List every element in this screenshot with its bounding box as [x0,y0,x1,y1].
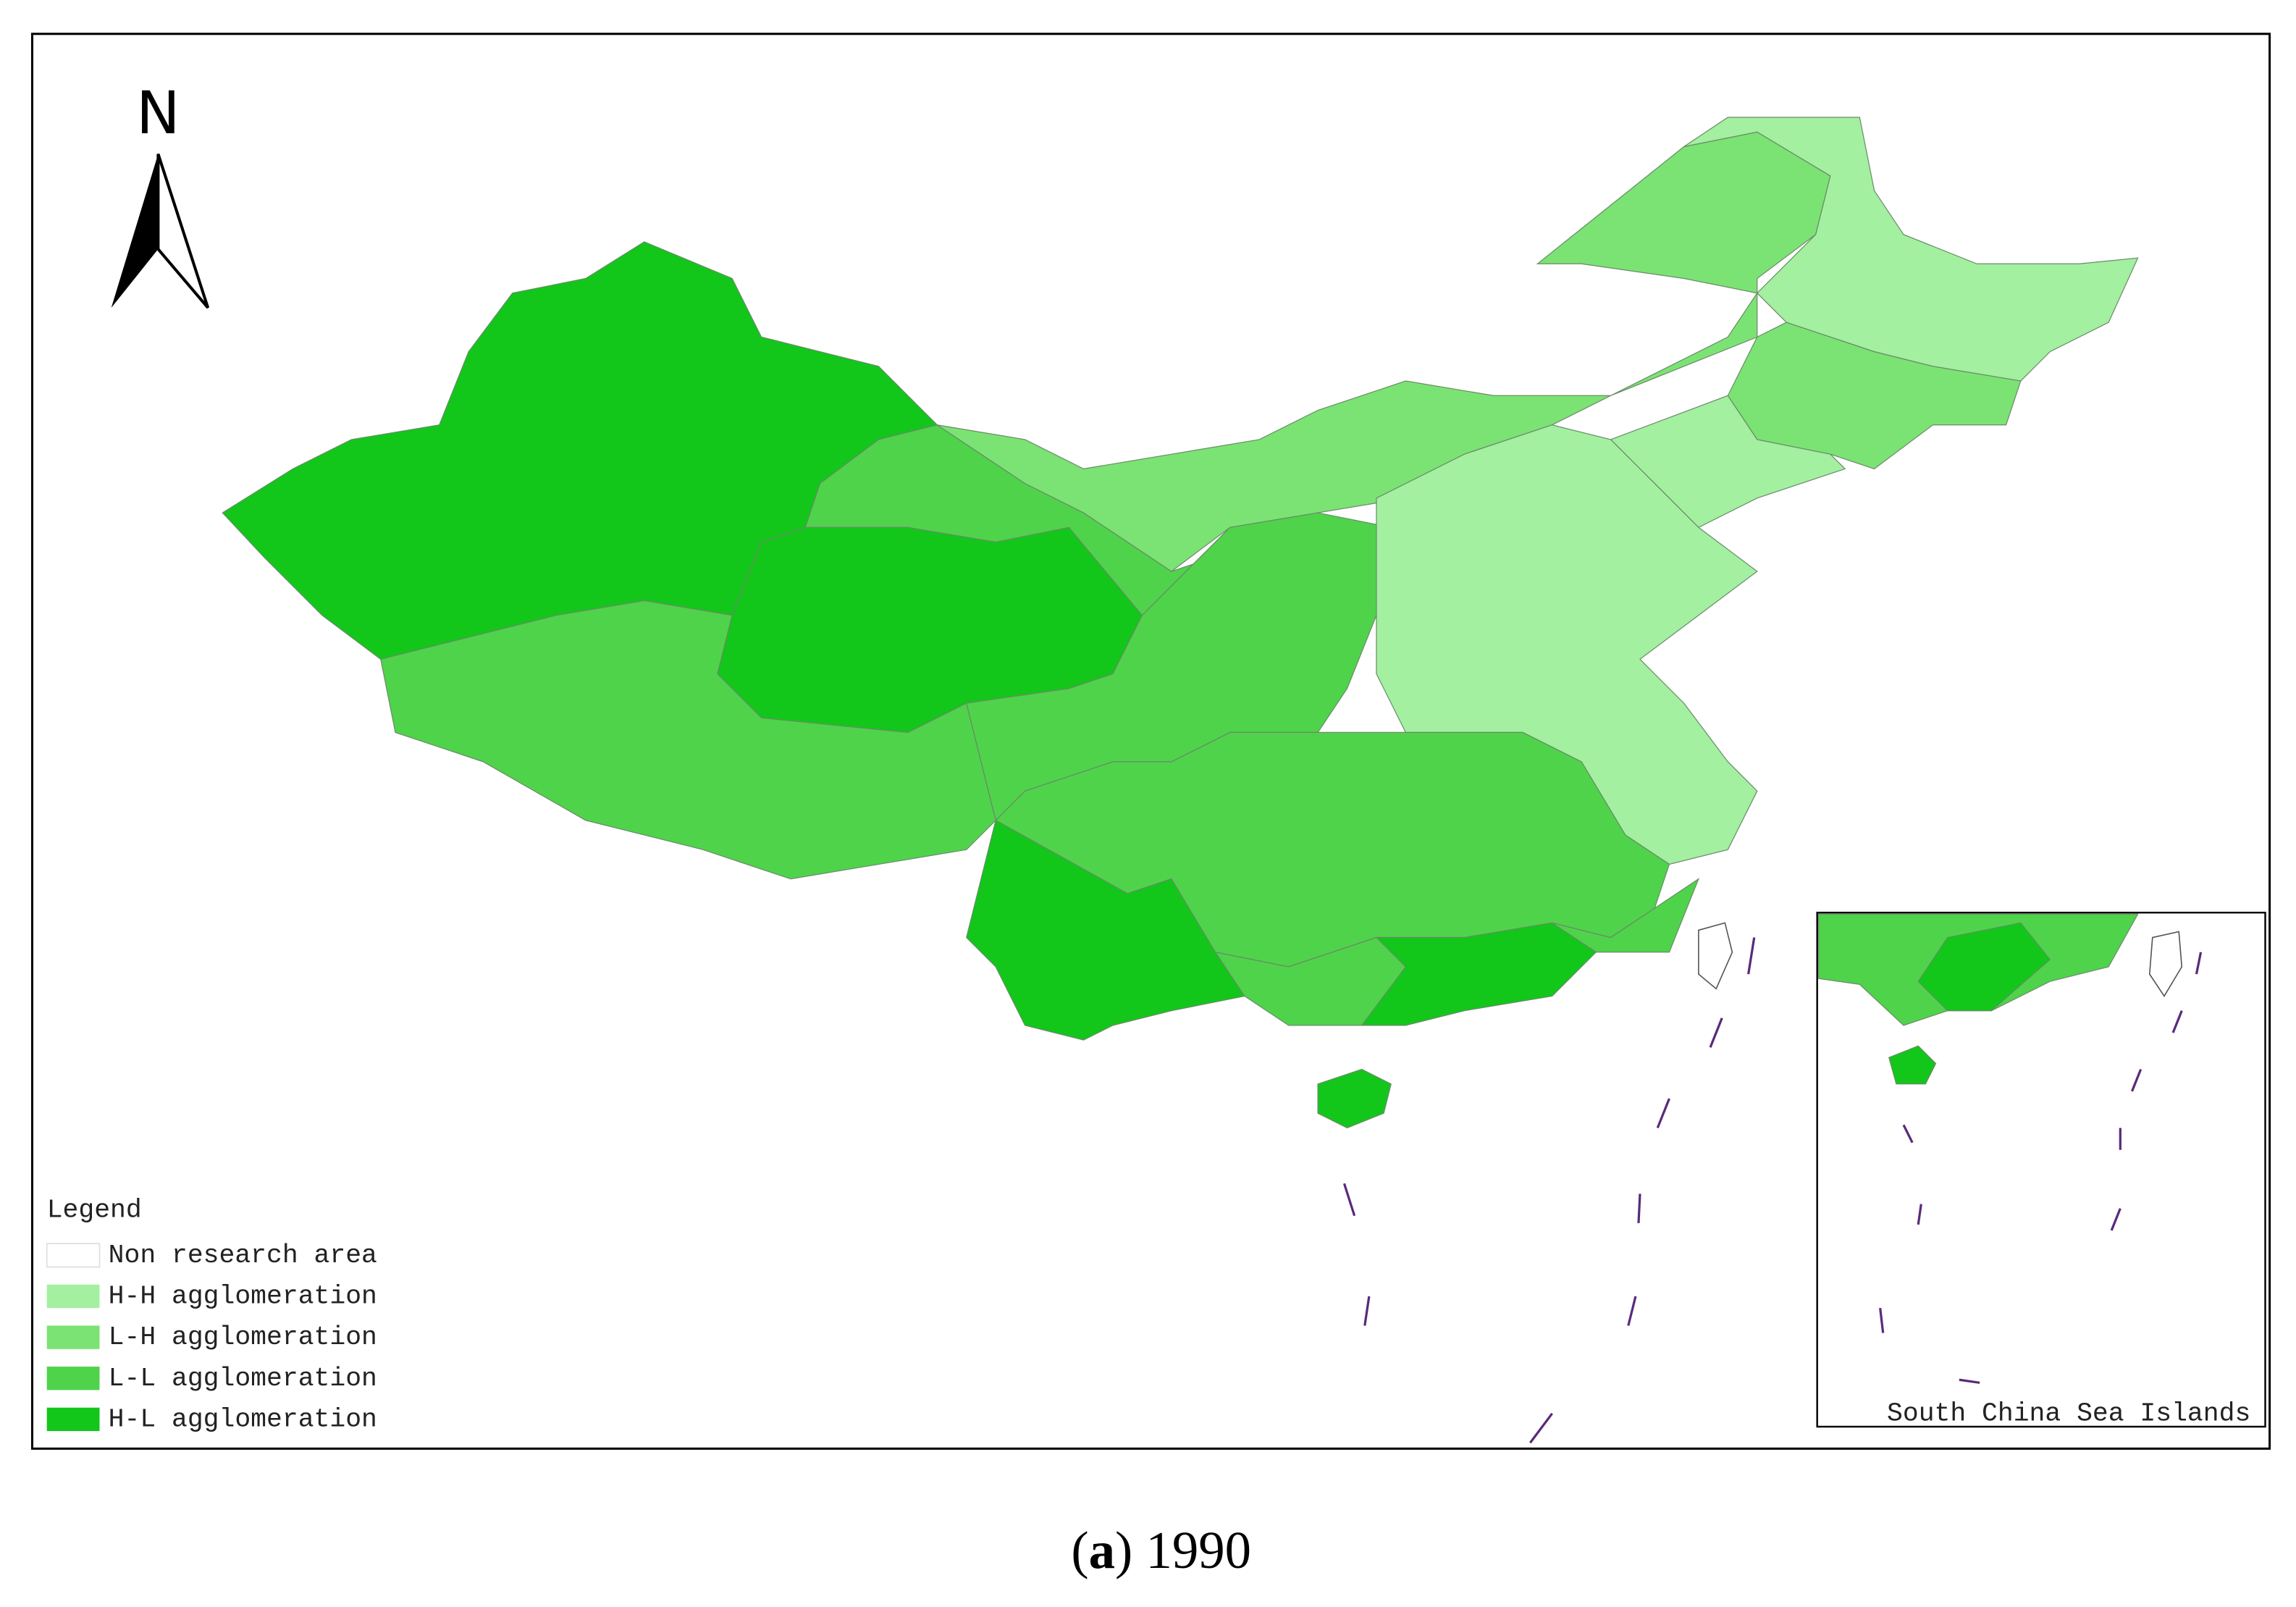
legend-label: L-H agglomeration [109,1322,377,1352]
legend-label: L-L agglomeration [109,1364,377,1393]
region [936,131,1831,572]
caption-rest: ) 1990 [1115,1521,1251,1579]
legend-label: H-H agglomeration [109,1282,377,1312]
regions [222,117,2139,1129]
region [966,819,1245,1041]
inset-region [1917,922,2051,1012]
region [1361,922,1597,1026]
boundary-dashes [1342,937,1756,1444]
legend-swatch [46,1367,100,1390]
legend: Legend Non research area H-H agglomeratio… [46,1195,377,1434]
legend-label: H-L agglomeration [109,1404,377,1434]
arrow-left [111,154,159,308]
arrow-right [156,153,210,309]
caption-open: ( [1071,1521,1088,1579]
legend-swatch [46,1284,100,1309]
inset-taiwan [2148,931,2183,997]
inset: South China Sea Islands [1816,911,2266,1428]
caption-letter: a [1089,1521,1115,1579]
north-arrow: N [111,80,210,309]
inset-label: South China Sea Islands [1887,1398,2250,1428]
legend-label: Non research area [109,1241,377,1270]
legend-swatch [46,1243,101,1268]
legend-swatch [46,1325,100,1349]
caption: (a) 1990 [1071,1521,1251,1579]
north-label: N [136,80,180,148]
legend-title: Legend [47,1195,142,1225]
inset-region [1888,1045,1937,1085]
taiwan [1698,922,1733,990]
region [1317,1068,1392,1129]
region [1683,117,2139,382]
region [1552,878,1700,953]
legend-swatch [46,1407,100,1432]
